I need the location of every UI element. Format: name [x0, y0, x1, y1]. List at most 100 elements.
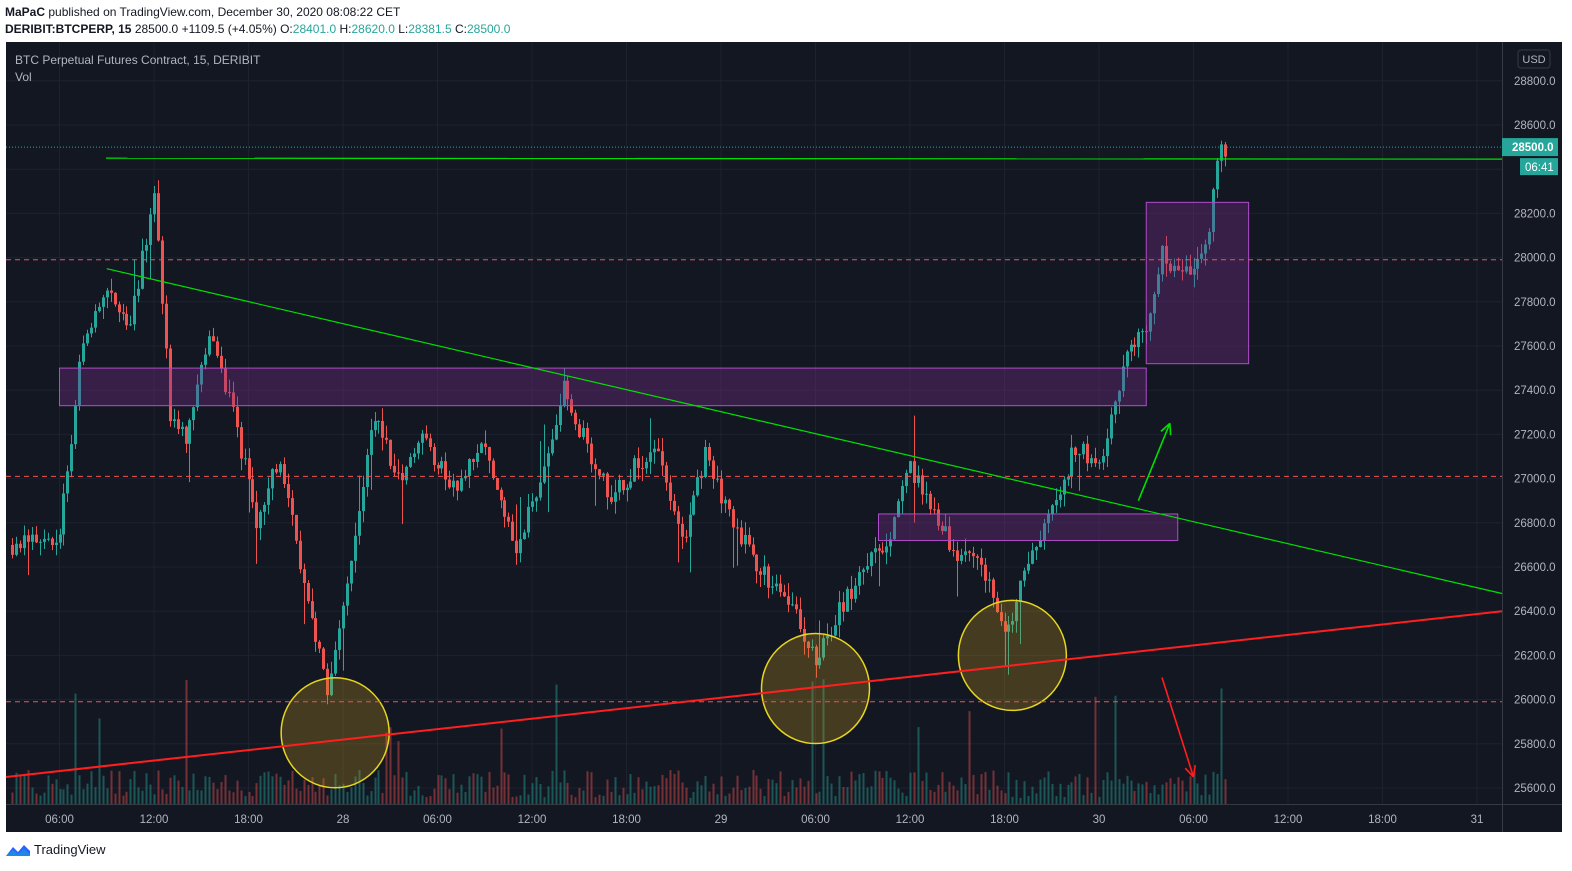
volume-bar — [1063, 796, 1066, 804]
supply-demand-zone — [59, 367, 1147, 407]
volume-bar — [480, 776, 483, 804]
volume-bar — [590, 772, 593, 804]
candle-body — [43, 538, 46, 542]
candle-body — [637, 458, 640, 468]
tradingview-logo[interactable]: TradingView — [6, 842, 106, 857]
candle-body — [232, 392, 235, 407]
volume-bar — [783, 796, 786, 804]
price-chart[interactable]: USD 25600.0 25800.0 26000.0 26200.0 26400.0 26… — [6, 42, 1562, 832]
volume-bar — [98, 718, 101, 804]
candle-body — [381, 420, 384, 438]
volume-bar — [1165, 782, 1168, 804]
volume-bar — [389, 727, 392, 804]
supply-demand-zone — [878, 513, 1179, 541]
candle-body — [137, 288, 140, 296]
candle-body — [728, 499, 731, 510]
chart-area[interactable]: USD 25600.0 25800.0 26000.0 26200.0 26400.0 26… — [6, 42, 1562, 832]
price-tick-label: 27600.0 — [1514, 341, 1556, 353]
volume-bar — [1078, 773, 1081, 804]
volume-bar — [736, 775, 739, 804]
candle-body — [31, 534, 34, 542]
down-arrow — [1161, 677, 1197, 778]
volume-bar — [929, 790, 932, 804]
volume-bar — [244, 796, 247, 804]
volume-bar — [259, 775, 262, 804]
volume-bar — [1216, 773, 1219, 804]
candle-body — [318, 641, 321, 649]
volume-bar — [1153, 785, 1156, 804]
candle-body — [657, 448, 660, 452]
volume-bar — [1212, 771, 1215, 804]
publisher-name[interactable]: MaPaC — [5, 5, 46, 19]
volume-bar — [248, 791, 251, 804]
volume-bar — [748, 786, 751, 804]
candle-body — [578, 424, 581, 437]
volume-bar — [1019, 797, 1022, 804]
volume-bar — [141, 790, 144, 804]
candle-body — [220, 355, 223, 369]
candle-body — [834, 625, 837, 636]
volume-bar — [1114, 695, 1117, 804]
candle-body — [866, 566, 869, 570]
volume-bar — [165, 793, 168, 804]
volume-bar — [133, 771, 136, 804]
volume-bar — [822, 679, 825, 804]
candle-body — [456, 480, 459, 491]
volume-bar — [720, 776, 723, 804]
candle-body — [748, 534, 751, 545]
candle-body — [692, 495, 695, 515]
candle-body — [559, 405, 562, 426]
candle-body — [106, 290, 109, 298]
candle-body — [1055, 500, 1058, 506]
candle-body — [55, 542, 58, 546]
volume-label[interactable]: Vol — [15, 70, 32, 84]
candle-body — [1094, 458, 1097, 464]
volume-bar — [952, 785, 955, 804]
volume-bar — [118, 771, 121, 804]
candle-body — [397, 472, 400, 474]
candle-body — [622, 479, 625, 491]
candle-body — [677, 511, 680, 524]
candle-body — [704, 446, 707, 478]
last-price-badge: 28500.0 — [1502, 138, 1558, 157]
volume-bar — [51, 783, 54, 804]
price-tick-label: 27000.0 — [1514, 474, 1556, 486]
candle-body — [370, 430, 373, 455]
candle-body — [929, 493, 932, 510]
down-arrow-shaft — [1161, 677, 1195, 778]
time-tick-label: 18:00 — [1368, 814, 1397, 826]
candle-body — [216, 341, 219, 356]
volume-bar — [1189, 776, 1192, 804]
volume-bar — [716, 794, 719, 804]
candle-body — [196, 384, 199, 408]
highlight-circle — [957, 599, 1068, 712]
series-title[interactable]: BTC Perpetual Futures Contract, 15, DERI… — [15, 53, 261, 67]
candle-body — [598, 469, 601, 476]
volume-bar — [472, 773, 475, 804]
candle-body — [1196, 258, 1199, 269]
volume-bar — [866, 787, 869, 804]
candle-body — [543, 466, 546, 483]
candle-body — [909, 461, 912, 473]
candle-body — [86, 333, 89, 344]
volume-bar — [1106, 772, 1109, 804]
candle-body — [51, 538, 54, 546]
volume-bar — [413, 790, 416, 804]
candle-body — [460, 478, 463, 491]
candle-body — [507, 516, 510, 522]
candle-body — [173, 419, 176, 422]
volume-bar — [968, 711, 971, 804]
candle-body — [610, 497, 613, 502]
candle-body — [889, 539, 892, 547]
volume-bar — [539, 784, 542, 804]
candle-body — [1043, 523, 1046, 541]
volume-bar — [496, 785, 499, 804]
volume-bar — [830, 783, 833, 804]
volume-bar — [338, 785, 341, 804]
volume-bar — [23, 773, 26, 804]
volume-bars — [11, 679, 1227, 804]
volume-bar — [582, 790, 585, 804]
candle-body — [354, 535, 357, 561]
volume-bar — [322, 778, 325, 804]
volume-bar — [807, 780, 810, 804]
